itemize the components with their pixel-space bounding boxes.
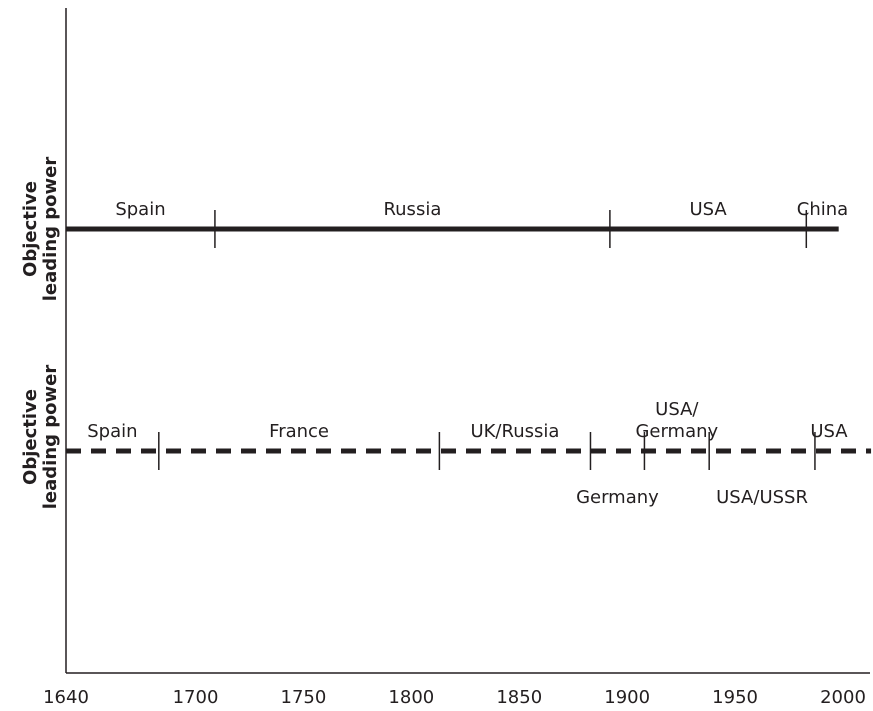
- x-tick-label-1800: 1800: [388, 687, 434, 708]
- segment-label-line: Germany: [576, 487, 659, 508]
- segment-label-france: France: [269, 421, 329, 442]
- segment-label-line: Spain: [115, 199, 165, 220]
- x-tick-label-1640: 1640: [43, 687, 89, 708]
- x-tick-label-1850: 1850: [496, 687, 542, 708]
- timeline-rows: Objectiveleading power Spain Russia USA Chin…: [20, 157, 872, 510]
- segment-label-spain: Spain: [87, 421, 137, 442]
- y-axis-label-line: Objective: [20, 389, 41, 485]
- x-tick-label-1950: 1950: [712, 687, 758, 708]
- y-axis-label-row-1: Objectiveleading power: [20, 157, 61, 302]
- y-axis-label-row-2: Objectiveleading power: [20, 365, 61, 510]
- segment-label-line: USA: [810, 421, 848, 442]
- segment-label-line: USA: [689, 199, 727, 220]
- x-tick-label-1900: 1900: [604, 687, 650, 708]
- x-tick-label-2000: 2000: [820, 687, 866, 708]
- segment-label-usagermany: USA/Germany: [635, 399, 718, 442]
- segment-label-line: USA/: [655, 399, 699, 420]
- segment-label-usa: USA: [810, 421, 848, 442]
- segment-label-line: USA/USSR: [716, 487, 808, 508]
- y-axis-label-line: Objective: [20, 181, 41, 277]
- segment-label-line: Spain: [87, 421, 137, 442]
- segment-label-usaussr: USA/USSR: [716, 487, 808, 508]
- segment-label-line: UK/Russia: [470, 421, 559, 442]
- y-axis-label-line: leading power: [40, 365, 61, 510]
- segment-label-line: Russia: [383, 199, 441, 220]
- segment-label-germany: Germany: [576, 487, 659, 508]
- segment-label-ukrussia: UK/Russia: [470, 421, 559, 442]
- y-axis-label-line: leading power: [40, 157, 61, 302]
- segment-label-spain: Spain: [115, 199, 165, 220]
- segment-label-line: France: [269, 421, 329, 442]
- segment-label-usa: USA: [689, 199, 727, 220]
- segment-label-china: China: [797, 199, 848, 220]
- segment-label-russia: Russia: [383, 199, 441, 220]
- x-tick-labels: 1640 1700 1750 1800 1850 1900 1950 2000: [43, 687, 866, 708]
- timeline-row-2: Objectiveleading power Spain France UK/Russ…: [20, 365, 872, 510]
- segment-label-line: China: [797, 199, 848, 220]
- timeline-row-1: Objectiveleading power Spain Russia USA Chin…: [20, 157, 848, 302]
- segment-label-line: Germany: [635, 421, 718, 442]
- x-tick-label-1750: 1750: [281, 687, 327, 708]
- x-tick-label-1700: 1700: [173, 687, 219, 708]
